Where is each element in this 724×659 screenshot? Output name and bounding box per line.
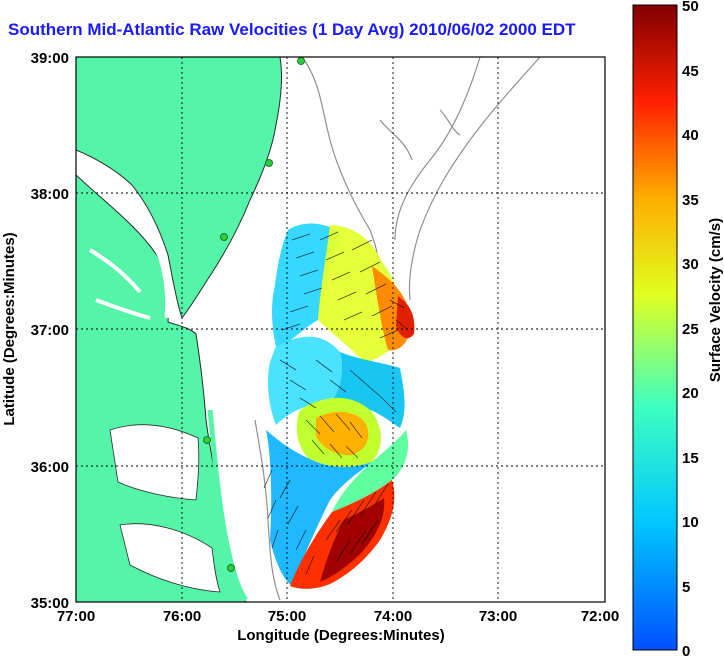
radar-site-marker (297, 57, 305, 65)
plot-frame (75, 56, 606, 603)
x-tick-label: 76:00 (163, 608, 201, 625)
colorbar-tick-label: 15 (682, 450, 699, 467)
colorbar-tick-label: 40 (682, 127, 699, 144)
radar-site-marker (203, 436, 211, 444)
chart-title: Southern Mid-Atlantic Raw Velocities (1 … (8, 20, 576, 39)
map-grid (76, 57, 605, 602)
colorbar-tick-label: 5 (682, 579, 690, 596)
velocity-low-south (266, 430, 372, 586)
x-tick-label: 74:00 (374, 608, 412, 625)
colorbar-tick-label: 25 (682, 321, 699, 338)
colorbar-tick-label: 10 (682, 514, 699, 531)
velocity-field (266, 223, 415, 589)
colorbar-label: Surface Velocity (cm/s) (707, 218, 724, 382)
colorbar-tick-label: 30 (682, 256, 699, 273)
x-tick-label: 72:00 (581, 608, 619, 625)
colorbar-tick-label: 45 (682, 63, 699, 80)
velocity-max-south (320, 498, 385, 582)
x-tick-label: 75:00 (268, 608, 306, 625)
radar-sites (203, 57, 305, 572)
radar-site-marker (265, 159, 273, 167)
x-tick-label: 77:00 (57, 608, 95, 625)
y-tick-label: 36:00 (31, 459, 69, 476)
colorbar-tick-label: 0 (682, 643, 690, 659)
bathymetry-contours (254, 57, 541, 601)
x-tick-label: 73:00 (479, 608, 517, 625)
land-delmarva (76, 57, 282, 320)
velocity-cyan-mid (330, 352, 405, 428)
y-tick-label: 38:00 (31, 186, 69, 203)
x-axis: 77:00 76:00 75:00 74:00 73:00 72:00 (57, 608, 619, 625)
x-axis-label: Longitude (Degrees:Minutes) (237, 627, 445, 644)
map-area (76, 57, 605, 602)
velocity-green-south (332, 430, 409, 512)
y-tick-label: 37:00 (31, 322, 69, 339)
colorbar-tick-label: 20 (682, 385, 699, 402)
colorbar-ticks: 0 5 10 15 20 25 30 35 40 45 50 (682, 0, 699, 659)
colorbar-tick-label: 35 (682, 192, 699, 209)
y-axis: 39:00 38:00 37:00 36:00 35:00 (31, 50, 69, 612)
radar-site-marker (227, 564, 235, 572)
colorbar (632, 4, 678, 651)
y-tick-label: 35:00 (31, 595, 69, 612)
radar-site-marker (220, 233, 228, 241)
colorbar-tick-label: 50 (682, 0, 699, 15)
velocity-low-north (272, 223, 340, 346)
y-tick-label: 39:00 (31, 50, 69, 67)
y-axis-label: Latitude (Degrees:Minutes) (1, 232, 18, 425)
velocity-red-north (396, 296, 415, 339)
velocity-arrows (263, 231, 409, 575)
velocity-orange-core (316, 411, 369, 456)
